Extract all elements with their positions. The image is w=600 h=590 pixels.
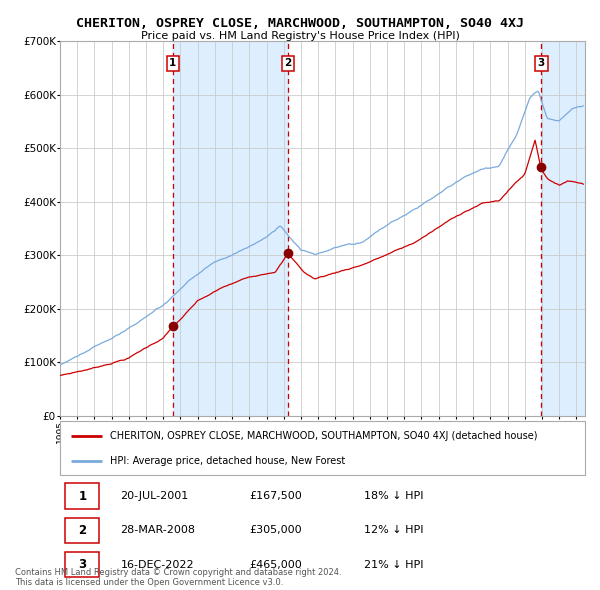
Text: £167,500: £167,500 [249,491,302,501]
Text: Price paid vs. HM Land Registry's House Price Index (HPI): Price paid vs. HM Land Registry's House … [140,31,460,41]
Text: 2: 2 [78,524,86,537]
Text: 2: 2 [284,58,292,68]
Text: £305,000: £305,000 [249,526,302,535]
Text: CHERITON, OSPREY CLOSE, MARCHWOOD, SOUTHAMPTON, SO40 4XJ (detached house): CHERITON, OSPREY CLOSE, MARCHWOOD, SOUTH… [110,431,538,441]
Text: 18% ↓ HPI: 18% ↓ HPI [365,491,424,501]
Bar [541,41,585,416]
Text: 16-DEC-2022: 16-DEC-2022 [121,560,194,569]
Text: 12% ↓ HPI: 12% ↓ HPI [365,526,424,535]
Text: £465,000: £465,000 [249,560,302,569]
Text: Contains HM Land Registry data © Crown copyright and database right 2024.
This d: Contains HM Land Registry data © Crown c… [15,568,341,587]
Text: 1: 1 [78,490,86,503]
Text: 1: 1 [169,58,176,68]
Text: HPI: Average price, detached house, New Forest: HPI: Average price, detached house, New … [110,456,345,466]
FancyBboxPatch shape [60,421,585,475]
Text: 20-JUL-2001: 20-JUL-2001 [121,491,188,501]
FancyBboxPatch shape [65,552,100,578]
Bar [173,41,288,416]
Text: 28-MAR-2008: 28-MAR-2008 [121,526,196,535]
Text: 3: 3 [78,558,86,571]
Text: CHERITON, OSPREY CLOSE, MARCHWOOD, SOUTHAMPTON, SO40 4XJ: CHERITON, OSPREY CLOSE, MARCHWOOD, SOUTH… [76,17,524,30]
Text: 21% ↓ HPI: 21% ↓ HPI [365,560,424,569]
FancyBboxPatch shape [65,517,100,543]
Text: 3: 3 [538,58,545,68]
FancyBboxPatch shape [65,483,100,509]
